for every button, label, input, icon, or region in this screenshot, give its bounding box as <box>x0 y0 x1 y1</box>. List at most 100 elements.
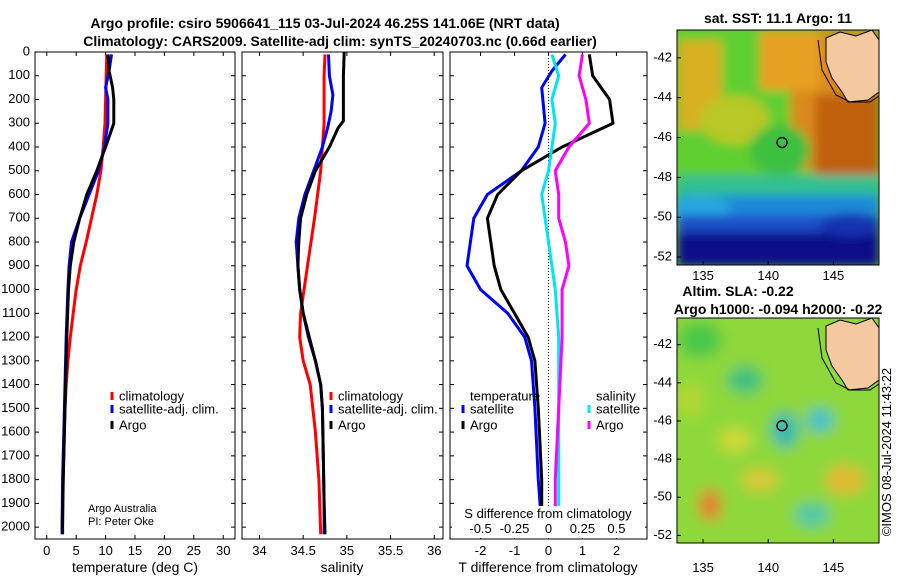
x-tick-label: 35.5 <box>378 543 403 558</box>
lat-tick-label: -42 <box>653 49 672 64</box>
x-tick-label: 36 <box>427 543 441 558</box>
t-diff-xlabel: T difference from climatology <box>458 559 637 575</box>
s-diff-xlabel: S difference from climatology <box>464 506 632 521</box>
series-t-argo <box>485 54 615 535</box>
x-tick-label: 10 <box>98 543 112 558</box>
legend-argo-label: Argo <box>119 417 146 432</box>
salinity-legend: climatology satellite-adj. clim. Argo <box>329 388 438 432</box>
sla-map-image <box>677 318 879 543</box>
y-tick-label: 100 <box>8 67 30 82</box>
y-tick-label: 200 <box>8 91 30 106</box>
figure-title-line1: Argo profile: csiro 5906641_115 03-Jul-2… <box>90 15 559 31</box>
credit-pi: PI: Peter Oke <box>88 516 154 528</box>
y-tick-label: 300 <box>8 115 30 130</box>
x2-tick-label: 0.5 <box>607 521 625 536</box>
series-t-satellite <box>465 53 567 535</box>
x-tick-label: 30 <box>216 543 230 558</box>
lon-tick-label: 135 <box>692 268 714 283</box>
legend-satellite-label: satellite-adj. clim. <box>338 401 438 416</box>
lat-tick-label: -44 <box>653 374 672 389</box>
temperature-panel: 0 100 200 300 400 500 600 700 800 900 1000 1100 1200… <box>1 43 236 575</box>
sla-map-frame <box>676 317 880 544</box>
series-argo <box>61 54 116 535</box>
lat-tick-label: -52 <box>653 527 672 542</box>
difference-panel: -2 -1 0 1 2 S difference from climatology -0… <box>449 51 648 575</box>
salinity-xlabel: salinity <box>321 559 364 575</box>
x2-tick-label: 0 <box>545 521 552 536</box>
x-tick-label: 0 <box>545 543 552 558</box>
legend-argo-label: Argo <box>338 417 365 432</box>
y-tick-label: 1500 <box>1 400 30 415</box>
legend-t-satellite-label: satellite <box>470 401 514 416</box>
sla-map-subtitle: Argo h1000: -0.094 h2000: -0.22 <box>674 301 883 317</box>
lon-tick-label: 145 <box>823 560 845 575</box>
lon-tick-label: 135 <box>692 560 714 575</box>
x-tick-label: 1 <box>579 543 586 558</box>
lat-tick-label: -48 <box>653 451 672 466</box>
x-tick-label: 5 <box>73 543 80 558</box>
sst-map-panel: sat. SST: 11.1 Argo: 11 <box>653 10 880 283</box>
lat-tick-label: -42 <box>653 336 672 351</box>
y-tick-label: 1300 <box>1 352 30 367</box>
lon-tick-label: 145 <box>823 268 845 283</box>
lon-tick-label: 140 <box>757 268 779 283</box>
x-tick-label: 25 <box>187 543 201 558</box>
sla-map-panel: Altim. SLA: -0.22 Argo h1000: -0.094 h20… <box>653 283 882 575</box>
y-tick-label: 900 <box>8 257 30 272</box>
y-tick-label: 700 <box>8 210 30 225</box>
lat-tick-label: -46 <box>653 412 672 427</box>
legend-climatology-label: climatology <box>338 388 404 403</box>
legend-t-argo-label: Argo <box>470 417 497 432</box>
argo-float-marker <box>776 136 788 149</box>
legend-temperature-title: temperature <box>470 388 540 403</box>
y-tick-label: 1000 <box>1 281 30 296</box>
x2-tick-label: -0.5 <box>469 521 491 536</box>
sst-map-image <box>677 30 879 265</box>
x-tick-label: 2 <box>613 543 620 558</box>
y-tick-label: 1600 <box>1 424 30 439</box>
x-tick-label: -1 <box>509 543 521 558</box>
x2-tick-label: -0.25 <box>500 521 530 536</box>
shelf-contour <box>817 39 879 103</box>
difference-legend-temperature: temperature satellite Argo <box>461 388 540 432</box>
tasmania-landmass <box>825 30 879 103</box>
legend-s-argo-label: Argo <box>596 417 623 432</box>
y-tick-label: 1400 <box>1 376 30 391</box>
y-tick-label: 400 <box>8 138 30 153</box>
x-tick-label: 35 <box>340 543 354 558</box>
sst-map-title: sat. SST: 11.1 Argo: 11 <box>704 10 852 26</box>
legend-satellite-label: satellite-adj. clim. <box>119 401 219 416</box>
lat-tick-label: -52 <box>653 248 672 263</box>
y-tick-label: 1200 <box>1 329 30 344</box>
y-tick-label: 2000 <box>1 519 30 534</box>
x-tick-label: 34.5 <box>291 543 316 558</box>
legend-salinity-title: salinity <box>596 388 636 403</box>
lat-tick-label: -50 <box>653 489 672 504</box>
series-argo <box>296 51 346 535</box>
lat-tick-label: -48 <box>653 169 672 184</box>
x-tick-label: 34 <box>252 543 266 558</box>
sla-map-title: Altim. SLA: -0.22 <box>682 283 793 299</box>
x-tick-label: -2 <box>475 543 487 558</box>
x2-tick-label: 0.25 <box>570 521 595 536</box>
lat-tick-label: -46 <box>653 129 672 144</box>
y-tick-label: 1700 <box>1 447 30 462</box>
y-tick-label: 0 <box>23 43 30 58</box>
lat-tick-label: -50 <box>653 209 672 224</box>
figure-title-line2: Climatology: CARS2009. Satellite-adj cli… <box>83 33 597 49</box>
y-tick-label: 600 <box>8 186 30 201</box>
y-tick-label: 1100 <box>2 305 30 320</box>
legend-s-satellite-label: satellite <box>596 401 640 416</box>
tasmania-landmass <box>825 318 879 391</box>
y-tick-label: 800 <box>8 233 30 248</box>
lat-tick-label: -44 <box>653 89 672 104</box>
temperature-xlabel: temperature (deg C) <box>72 559 198 575</box>
series-s-argo <box>553 54 591 535</box>
y-tick-label: 1900 <box>1 495 30 510</box>
x-tick-label: 20 <box>157 543 171 558</box>
y-tick-label: 500 <box>8 162 30 177</box>
x-tick-label: 15 <box>128 543 142 558</box>
shelf-contour <box>817 327 879 391</box>
imos-watermark: ©IMOS 08-Jul-2024 11:43:22 <box>879 368 894 536</box>
lon-tick-label: 140 <box>757 560 779 575</box>
